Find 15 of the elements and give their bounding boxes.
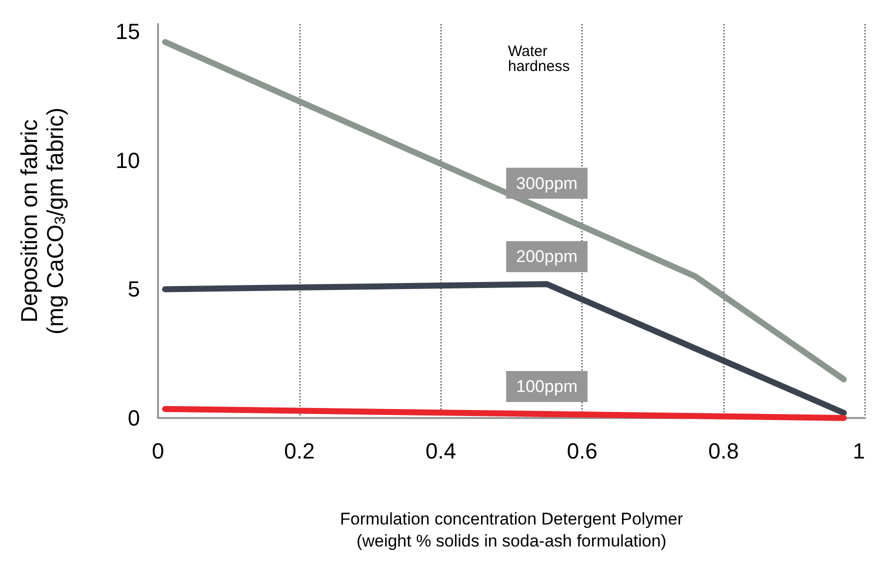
x-tick-label: 0.6 <box>566 438 598 464</box>
y-tick-label: 0 <box>128 406 140 430</box>
x-tick-label: 0.4 <box>426 438 456 464</box>
series-label: 100ppm <box>516 377 578 396</box>
legend-title: Water hardness <box>508 43 570 75</box>
series-label: 200ppm <box>516 247 578 266</box>
x-tick-label: 0 <box>152 438 164 464</box>
x-tick-label: 0.2 <box>284 438 315 464</box>
x-tick-label: 1 <box>852 438 865 464</box>
y-tick-label: 5 <box>128 276 140 302</box>
y-tick-label: 15 <box>116 19 140 44</box>
x-tick-label: 0.8 <box>708 438 739 464</box>
x-axis-title: Formulation concentration Detergent Polymer (weight % solids in soda-ash formulation) <box>340 510 684 550</box>
series-label: 300ppm <box>516 174 578 193</box>
y-tick-label: 10 <box>116 148 140 173</box>
